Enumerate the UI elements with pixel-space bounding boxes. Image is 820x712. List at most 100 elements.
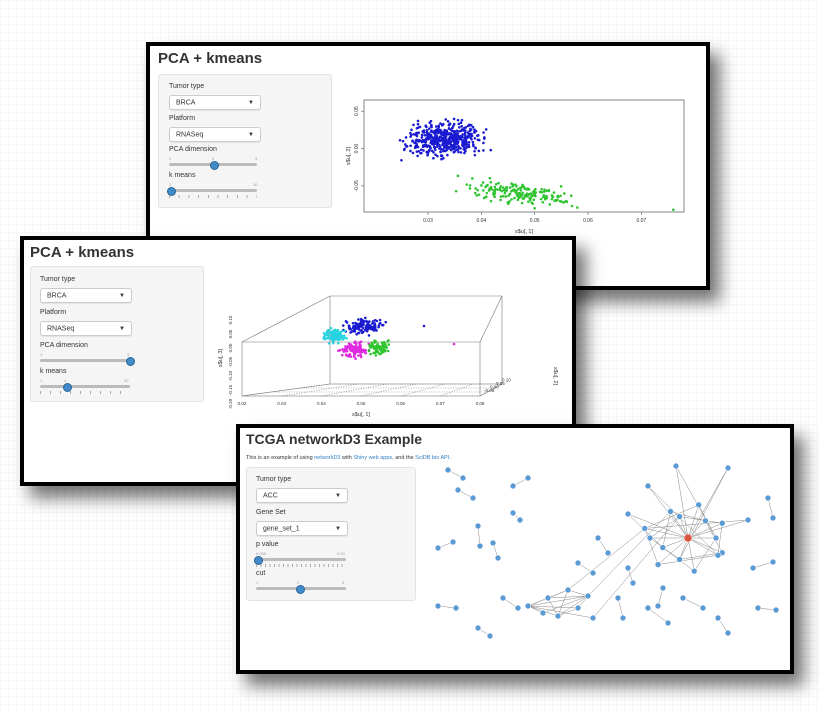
data-point xyxy=(470,134,474,138)
data-point xyxy=(513,196,516,200)
network-edge xyxy=(662,537,689,548)
data-point xyxy=(340,353,344,357)
data-point xyxy=(539,197,543,201)
pca-max-tick: 3 xyxy=(255,156,258,161)
data-point xyxy=(489,199,493,203)
data-point xyxy=(543,190,546,193)
chevron-down-icon: ▼ xyxy=(248,131,254,138)
data-point xyxy=(472,143,475,146)
data-point xyxy=(443,137,446,140)
pca-3d-scatter-plot: 0.02 0.03 0.04 0.05 0.06 0.07 0.080.100.050.00… xyxy=(218,295,558,418)
data-point xyxy=(328,342,331,345)
data-point xyxy=(416,122,420,126)
tumor-type-select[interactable]: BRCA ▼ xyxy=(40,288,132,303)
network-node xyxy=(676,556,683,563)
data-point xyxy=(552,191,556,194)
data-point xyxy=(471,125,475,129)
data-point xyxy=(353,330,357,333)
data-point xyxy=(562,201,565,204)
data-point xyxy=(469,127,472,131)
data-point xyxy=(426,153,429,157)
data-point xyxy=(411,151,415,155)
data-point xyxy=(545,189,549,192)
network-window: TCGA networkD3 Example This is an exampl… xyxy=(236,424,794,674)
data-point xyxy=(354,357,357,361)
k-slider-track[interactable] xyxy=(169,189,257,192)
sidebar-panel: Tumor type ACC ▼ Gene Set gene_set_1 ▼ p v… xyxy=(246,467,416,601)
page-title: PCA + kmeans xyxy=(30,244,135,261)
data-point xyxy=(532,198,536,201)
data-point xyxy=(354,341,357,345)
p-max-tick: 0.10 xyxy=(337,551,345,556)
data-point xyxy=(424,137,428,141)
data-point xyxy=(499,184,503,188)
data-point xyxy=(433,148,437,152)
data-point xyxy=(559,185,563,188)
data-point xyxy=(330,330,334,334)
network-node xyxy=(516,516,524,524)
k-max-tick: 10 xyxy=(253,182,258,187)
data-point xyxy=(490,187,493,191)
data-point xyxy=(508,186,512,189)
data-point xyxy=(434,129,437,132)
data-point xyxy=(373,318,377,322)
data-point xyxy=(519,189,523,192)
data-point xyxy=(350,344,354,348)
data-point xyxy=(471,140,475,144)
data-point xyxy=(466,131,470,134)
data-point xyxy=(373,322,377,325)
intro-mid-2: , and the xyxy=(392,455,416,461)
data-point xyxy=(527,188,531,191)
x-tick-label: 0.05 xyxy=(357,401,366,406)
data-point xyxy=(458,137,461,141)
data-point xyxy=(340,329,344,333)
x-tick-label: 0.07 xyxy=(636,218,646,224)
k-slider-track[interactable] xyxy=(40,385,130,388)
platform-select[interactable]: RNASeq ▼ xyxy=(40,321,132,336)
tumor-type-select[interactable]: ACC ▼ xyxy=(256,488,348,503)
network-node xyxy=(718,519,726,527)
network-edge xyxy=(694,537,717,572)
data-point xyxy=(498,188,502,192)
data-point xyxy=(365,325,369,328)
data-point xyxy=(365,329,368,333)
data-point xyxy=(375,329,378,332)
network-node xyxy=(489,539,497,547)
x-tick-label: 0.02 xyxy=(238,401,247,406)
y-tick-label: -0.20 xyxy=(228,398,233,409)
gene-set-select[interactable]: gene_set_1 ▼ xyxy=(256,521,348,536)
data-point xyxy=(417,126,420,129)
data-point xyxy=(457,122,461,126)
data-point xyxy=(325,336,328,340)
platform-select[interactable]: RNASeq ▼ xyxy=(169,127,261,142)
network-node xyxy=(659,544,667,551)
data-point xyxy=(527,200,530,203)
cut-slider-handle[interactable] xyxy=(296,585,305,594)
data-point xyxy=(425,128,429,132)
data-point xyxy=(526,194,529,198)
p-value-slider-track[interactable] xyxy=(256,558,346,561)
data-point xyxy=(364,316,367,320)
pca-slider-track[interactable] xyxy=(40,359,130,362)
networkd3-link[interactable]: networkD3 xyxy=(314,455,341,461)
pca-slider-handle[interactable] xyxy=(126,357,135,366)
shiny-link[interactable]: Shiny web apps xyxy=(353,455,393,461)
pca-slider-handle[interactable] xyxy=(210,161,219,170)
data-point xyxy=(489,180,493,184)
data-point xyxy=(520,201,524,205)
network-node xyxy=(667,508,674,515)
data-point xyxy=(452,150,456,154)
data-point xyxy=(415,150,419,153)
network-node xyxy=(702,517,709,525)
network-node xyxy=(524,474,532,482)
network-edge xyxy=(670,511,706,522)
network-node xyxy=(764,494,772,502)
data-point xyxy=(456,118,460,122)
tumor-type-select[interactable]: BRCA ▼ xyxy=(169,95,261,110)
network-edge xyxy=(644,519,749,529)
cut-value-tick: 2 xyxy=(297,580,300,585)
scidb-link[interactable]: SciDB bio API xyxy=(415,455,450,461)
data-point xyxy=(347,342,351,345)
network-node xyxy=(514,604,522,612)
chevron-down-icon: ▼ xyxy=(119,292,125,299)
